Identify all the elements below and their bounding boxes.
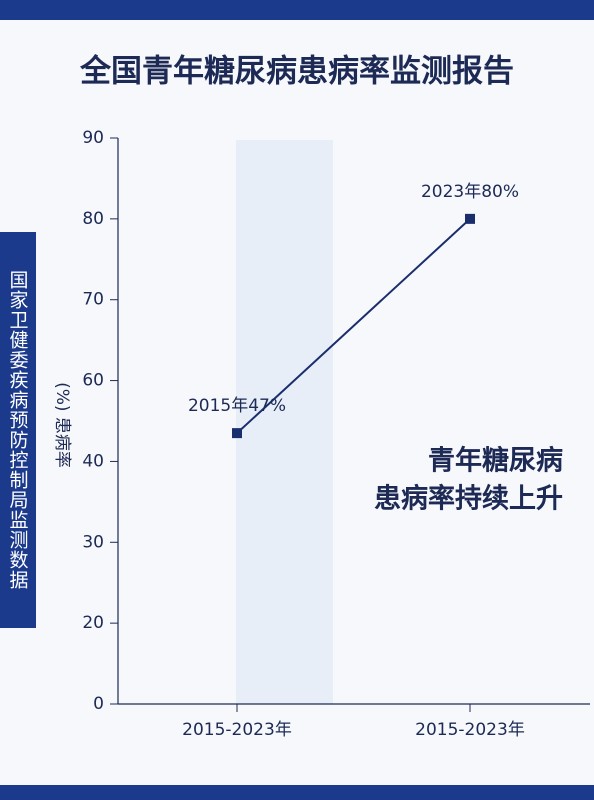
x-tick-label: 2015-2023年	[182, 720, 292, 740]
annotation: 患病率持续上升	[374, 483, 563, 515]
data-point	[465, 213, 475, 224]
bottom-bar	[0, 785, 594, 800]
y-tick-label: 90	[82, 128, 104, 148]
chart-title: 全国青年糖尿病患病率监测报告	[79, 54, 514, 90]
source-box: 国家卫健委疾病预防控制局监测数据	[0, 232, 36, 628]
top-bar	[0, 0, 594, 20]
y-tick-label: 0	[93, 694, 104, 714]
y-tick-label: 30	[82, 532, 104, 552]
x-tick-label: 2015-2023年	[415, 720, 525, 740]
y-tick-label: 80	[82, 209, 104, 229]
data-point	[232, 428, 242, 439]
y-tick-label: 70	[82, 290, 104, 310]
data-label: 2015年47%	[188, 396, 286, 416]
y-tick-label: 40	[82, 451, 104, 471]
annotation: 青年糖尿病	[428, 445, 563, 477]
highlight-band	[236, 140, 333, 704]
y-tick-label: 20	[82, 613, 104, 633]
y-tick-label: 60	[82, 371, 104, 391]
series-line	[236, 218, 471, 434]
data-label: 2023年80%	[421, 182, 519, 202]
y-axis-label: (%) 患病率	[52, 382, 72, 468]
